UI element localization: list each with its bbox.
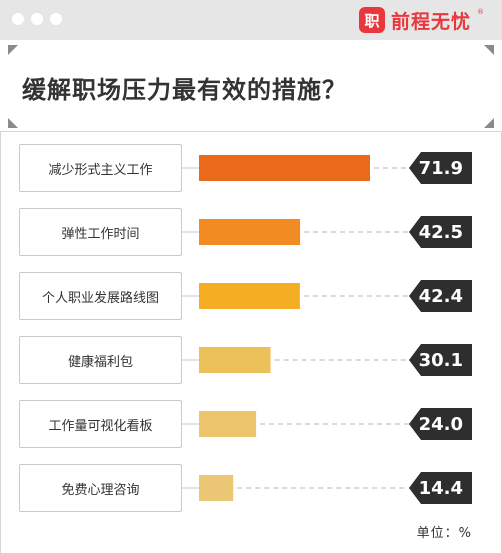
data-label: 14.4	[409, 472, 472, 504]
title-corner-marks	[8, 45, 494, 128]
chart-title: 缓解职场压力最有效的措施？	[22, 76, 347, 104]
brand-name: 前程无忧	[390, 10, 471, 33]
brand-registered-mark: ®	[477, 8, 484, 16]
bar	[199, 411, 257, 437]
unit-label: 单位：%	[416, 526, 472, 541]
bar	[199, 219, 301, 245]
category-label: 弹性工作时间	[19, 208, 182, 256]
brand-mark-icon: 职	[358, 7, 385, 33]
data-label: 42.5	[409, 216, 472, 248]
category-label: 减少形式主义工作	[19, 144, 182, 192]
window-topbar: 职 前程无忧 ®	[0, 0, 502, 40]
window-dot-3	[50, 13, 62, 25]
title-panel	[0, 40, 502, 132]
chart-area: 减少形式主义工作 弹性工作时间 个人职业发展路线图 健康福利包工作量可视化看板 免费心理…	[0, 132, 502, 554]
bar	[199, 347, 271, 373]
chart-plot	[182, 155, 409, 501]
category-label: 个人职业发展路线图	[19, 272, 182, 320]
data-label: 71.9	[409, 152, 472, 184]
window-dot-2	[31, 13, 43, 25]
bar	[199, 475, 234, 501]
corner-mark-bottom-left	[8, 118, 18, 128]
corner-mark-bottom-right	[484, 118, 494, 128]
data-label: 30.1	[409, 344, 472, 376]
corner-mark-top-left	[8, 45, 18, 55]
bar	[199, 155, 370, 181]
category-label: 工作量可视化看板	[19, 400, 182, 448]
window-dot-1	[12, 13, 24, 25]
data-label: 24.0	[409, 408, 472, 440]
bar	[199, 283, 300, 309]
data-label: 42.4	[409, 280, 472, 312]
corner-mark-top-right	[484, 45, 494, 55]
category-label: 免费心理咨询	[19, 464, 182, 512]
category-label: 健康福利包	[19, 336, 182, 384]
brand-logo: 职 前程无忧 ®	[358, 6, 484, 34]
